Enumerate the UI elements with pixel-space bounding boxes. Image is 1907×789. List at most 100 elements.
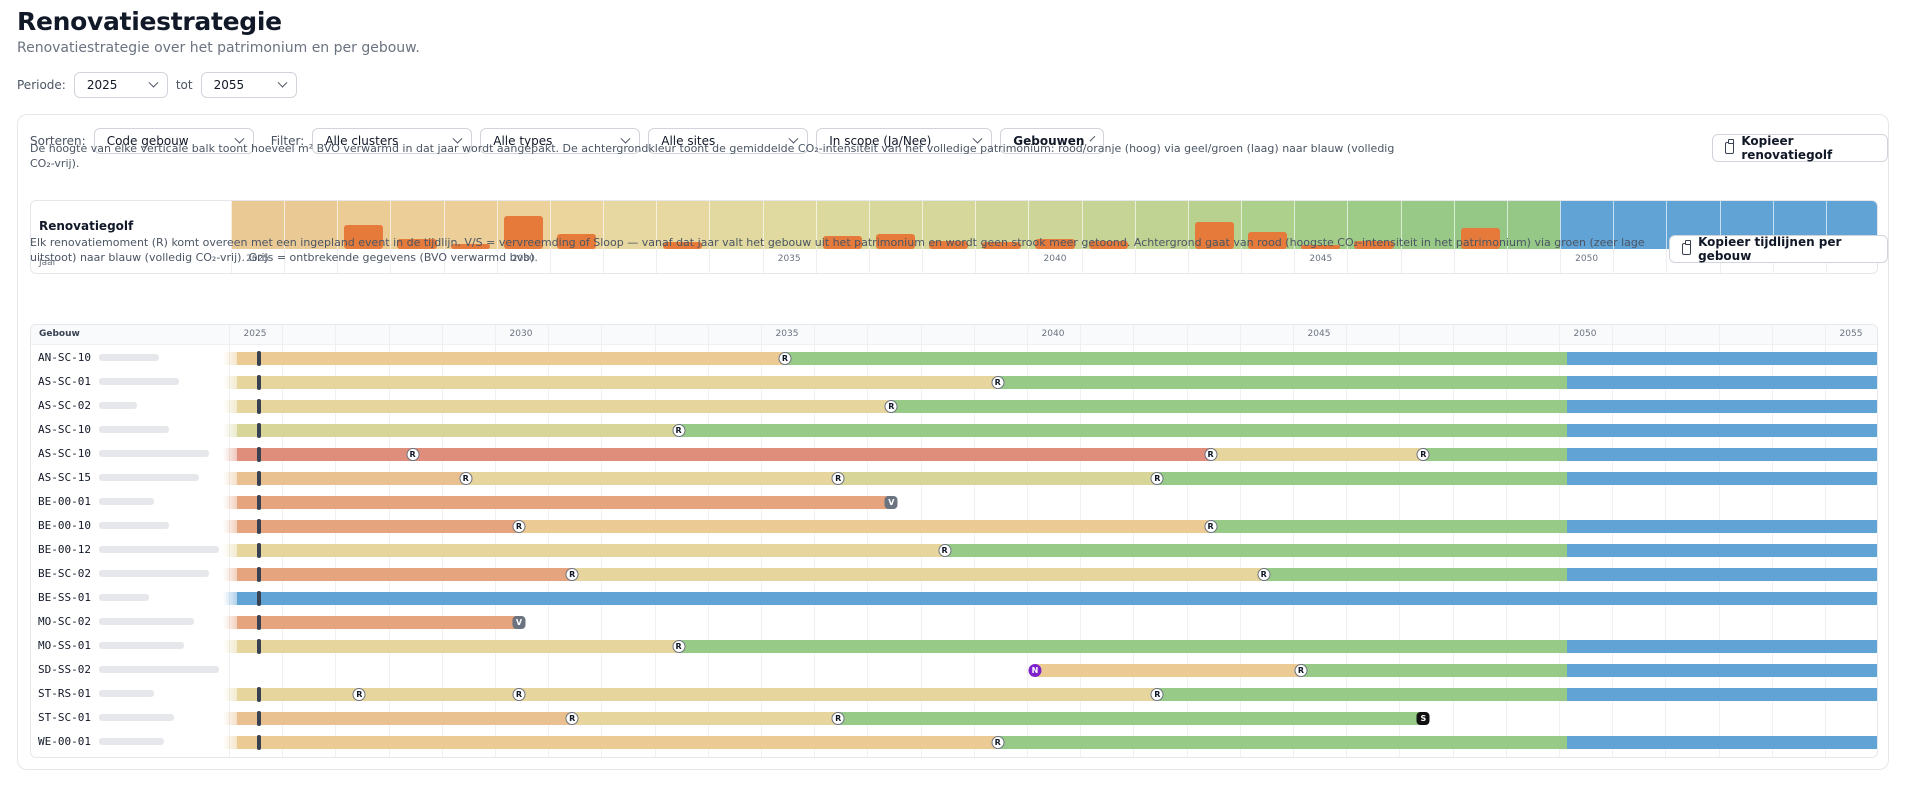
event-marker-R[interactable]: R — [1204, 520, 1218, 533]
event-marker-S[interactable]: S — [1416, 712, 1430, 725]
wave-bar — [1248, 232, 1288, 249]
current-year-marker — [257, 615, 261, 630]
current-year-marker — [257, 591, 261, 606]
building-name-redacted — [99, 426, 169, 433]
wave-bar — [344, 224, 384, 249]
event-marker-R[interactable]: R — [565, 568, 579, 581]
event-marker-R[interactable]: R — [512, 688, 526, 701]
site-select[interactable]: Alle sites — [648, 128, 809, 154]
timeline-grid-line — [229, 325, 230, 757]
event-marker-R[interactable]: R — [991, 376, 1005, 389]
wave-grid-line — [231, 249, 232, 273]
timeline-row[interactable]: WE-00-01 R — [31, 729, 1877, 753]
copy-wave-button[interactable]: Kopieer renovatiegolf — [1712, 134, 1888, 162]
timeline-year-label: 2025 — [243, 329, 267, 339]
period-from-select[interactable]: 2025 — [73, 72, 168, 98]
wave-grid-line — [1400, 249, 1402, 273]
timeline-segment — [237, 352, 785, 365]
timeline-segment — [237, 400, 892, 413]
timeline-row[interactable]: AS-SC-15 R R R — [31, 465, 1877, 489]
wave-grid-line — [284, 249, 286, 273]
event-marker-R[interactable]: R — [1204, 448, 1218, 461]
scope-select[interactable]: In scope (Ja/Nee) — [816, 128, 993, 154]
timeline-segment — [784, 352, 1567, 365]
timeline-row[interactable]: BE-00-10 R R — [31, 513, 1877, 537]
building-name-redacted — [99, 378, 179, 385]
wave-grid-line — [1187, 249, 1189, 273]
copy-timelines-button[interactable]: Kopieer tijdlijnen per gebouw — [1669, 235, 1888, 263]
event-marker-R[interactable]: R — [778, 352, 792, 365]
event-marker-R[interactable]: R — [938, 544, 952, 557]
timeline-fade — [223, 424, 237, 437]
event-marker-R[interactable]: R — [1257, 568, 1271, 581]
view-value: Gebouwen — [1013, 134, 1085, 148]
event-marker-V[interactable]: V — [512, 616, 526, 629]
wave-year-cell — [1294, 201, 1348, 249]
wave-bar — [397, 239, 437, 249]
event-marker-N[interactable]: N — [1028, 664, 1042, 677]
event-marker-R[interactable]: R — [1294, 664, 1308, 677]
type-select[interactable]: Alle types — [480, 128, 641, 154]
timeline-row[interactable]: AS-SC-10 R — [31, 417, 1877, 441]
timeline-fade — [223, 352, 237, 365]
timeline-row[interactable]: MO-SC-02 V — [31, 609, 1877, 633]
timeline-row[interactable]: ST-RS-01 R R R — [31, 681, 1877, 705]
event-marker-R[interactable]: R — [1150, 688, 1164, 701]
event-marker-R[interactable]: R — [512, 520, 526, 533]
sort-select[interactable]: Code gebouw — [93, 128, 254, 154]
building-name-redacted — [99, 570, 209, 577]
event-marker-R[interactable]: R — [831, 712, 845, 725]
wave-axis-label: Jaar — [39, 258, 57, 268]
event-marker-R[interactable]: R — [672, 640, 686, 653]
event-marker-R[interactable]: R — [352, 688, 366, 701]
timeline-segment — [237, 448, 1211, 461]
timeline-row[interactable]: BE-SS-01 — [31, 585, 1877, 609]
timeline-segment — [1567, 568, 1877, 581]
event-marker-R[interactable]: R — [672, 424, 686, 437]
timeline-segment — [1567, 376, 1877, 389]
event-marker-R[interactable]: R — [1150, 472, 1164, 485]
timeline-segment — [572, 712, 839, 725]
building-code: BE-00-12 — [38, 543, 91, 556]
event-marker-R[interactable]: R — [459, 472, 473, 485]
wave-bar — [1035, 239, 1075, 249]
timeline-row[interactable]: BE-SC-02 R R — [31, 561, 1877, 585]
timeline-segment — [1210, 520, 1567, 533]
timeline-row[interactable]: AS-SC-10 R R R — [31, 441, 1877, 465]
building-code: AN-SC-10 — [38, 351, 91, 364]
timeline-row[interactable]: MO-SS-01 R — [31, 633, 1877, 657]
period-filter: Periode: 2025 tot 2055 — [17, 72, 297, 98]
event-marker-R[interactable]: R — [831, 472, 845, 485]
wave-year-cell — [1400, 201, 1454, 249]
cluster-select[interactable]: Alle clusters — [312, 128, 473, 154]
wave-label: Renovatiegolf — [39, 219, 134, 233]
timeline-row[interactable]: AN-SC-10 R — [31, 345, 1877, 369]
wave-grid-line — [1453, 249, 1455, 273]
view-select[interactable]: Gebouwen — [1000, 128, 1105, 154]
period-to-select[interactable]: 2055 — [200, 72, 297, 98]
timeline-row[interactable]: AS-SC-01 R — [31, 369, 1877, 393]
timeline-row[interactable]: SD-SS-02 N R — [31, 657, 1877, 681]
timeline-row[interactable]: BE-00-01 V — [31, 489, 1877, 513]
wave-grid-line — [656, 249, 658, 273]
timeline-segment — [237, 376, 998, 389]
timeline-row[interactable]: BE-00-12 R — [31, 537, 1877, 561]
timeline-grid-line — [707, 325, 709, 757]
event-marker-R[interactable]: R — [884, 400, 898, 413]
timeline-row[interactable]: AS-SC-02 R — [31, 393, 1877, 417]
timeline-fade — [223, 448, 237, 461]
event-marker-R[interactable]: R — [1416, 448, 1430, 461]
event-marker-R[interactable]: R — [406, 448, 420, 461]
timeline-fade — [223, 472, 237, 485]
current-year-marker — [257, 711, 261, 726]
building-code: AS-SC-10 — [38, 423, 91, 436]
event-marker-R[interactable]: R — [565, 712, 579, 725]
building-name-redacted — [99, 354, 159, 361]
wave-bar — [1460, 227, 1500, 249]
event-marker-R[interactable]: R — [991, 736, 1005, 749]
timeline-year-label: 2055 — [1839, 329, 1863, 339]
timeline-row[interactable]: ST-SC-01 R R S — [31, 705, 1877, 729]
event-marker-V[interactable]: V — [884, 496, 898, 509]
building-code: MO-SS-01 — [38, 639, 91, 652]
wave-grid-line — [868, 249, 870, 273]
